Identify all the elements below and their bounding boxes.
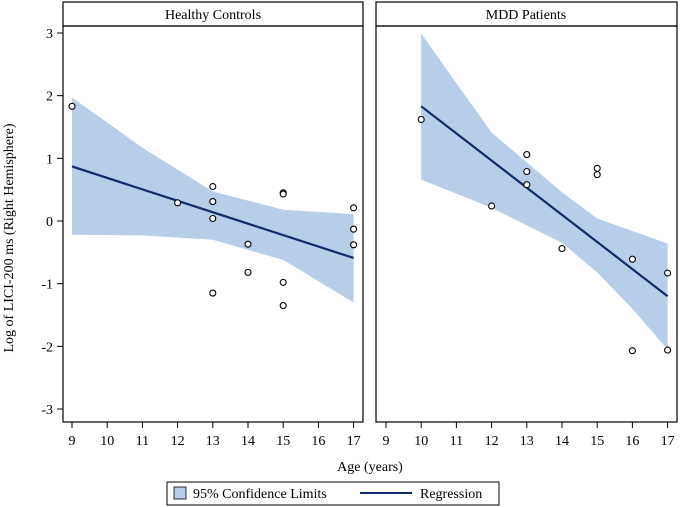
x-tick-label: 17 — [347, 434, 361, 449]
x-tick-label: 14 — [555, 434, 569, 449]
panel-title: MDD Patients — [486, 8, 567, 23]
y-tick-label: 2 — [46, 90, 53, 105]
y-axis-label: Log of LICI-200 ms (Right Hemisphere) — [2, 123, 17, 352]
data-point — [628, 347, 636, 355]
panel-mdd-patients: MDD Patients 9 10 11 12 13 14 15 16 17 — [375, 1, 678, 449]
legend-label-regression: Regression — [420, 487, 482, 502]
data-point — [209, 198, 217, 206]
panel-header — [62, 1, 364, 27]
x-tick-label: 16 — [625, 434, 639, 449]
data-point — [350, 225, 358, 233]
data-point — [523, 181, 531, 189]
data-point — [209, 289, 217, 297]
data-point — [593, 164, 601, 172]
data-point — [523, 167, 531, 176]
x-tick-label: 10 — [414, 434, 428, 449]
data-point — [68, 102, 76, 110]
data-point — [628, 255, 636, 263]
panel-header — [375, 1, 678, 27]
x-tick-label: 13 — [206, 434, 220, 449]
x-tick-label: 15 — [276, 434, 290, 449]
legend-frame — [166, 481, 500, 506]
data-point — [664, 346, 672, 354]
legend-label-confidence: 95% Confidence Limits — [193, 487, 327, 502]
x-tick-label: 9 — [383, 434, 390, 449]
regression-line — [420, 105, 669, 298]
data-point — [209, 182, 217, 191]
data-point — [244, 268, 252, 276]
data-point — [417, 115, 425, 124]
panel-healthy-controls: Healthy Controls 9 10 11 12 13 14 15 16 17 3210-… — [41, 1, 364, 449]
data-point — [350, 204, 358, 212]
y-tick-label: -3 — [41, 403, 53, 418]
x-tick-label: 17 — [661, 434, 675, 449]
panel-title: Healthy Controls — [165, 8, 261, 23]
data-point — [244, 240, 252, 248]
data-point — [279, 302, 287, 310]
x-axis-label: Age (years) — [337, 460, 403, 475]
data-point — [209, 214, 217, 223]
x-tick-label: 16 — [311, 434, 325, 449]
y-tick-label: 0 — [46, 215, 53, 230]
y-tick-label: -1 — [41, 278, 53, 293]
x-tick-label: 14 — [241, 434, 255, 449]
y-tick-label: 1 — [46, 152, 53, 167]
x-tick-label: 9 — [69, 434, 76, 449]
data-point — [593, 171, 601, 179]
data-point — [523, 151, 531, 159]
x-tick-label: 15 — [590, 434, 604, 449]
x-tick-label: 13 — [520, 434, 534, 449]
y-tick-label: -2 — [41, 340, 53, 355]
data-point — [558, 245, 566, 253]
data-point — [279, 278, 287, 286]
legend-swatch-confidence — [173, 486, 187, 500]
confidence-band — [421, 33, 668, 350]
data-point — [488, 202, 496, 210]
x-tick-label: 12 — [485, 434, 499, 449]
x-tick-label: 11 — [136, 434, 149, 449]
y-tick-label: 3 — [46, 27, 53, 42]
data-point — [350, 241, 358, 249]
x-tick-label: 12 — [171, 434, 185, 449]
data-point — [664, 269, 672, 277]
x-tick-label: 11 — [450, 434, 463, 449]
data-point — [174, 199, 182, 207]
legend: 95% Confidence Limits Regression — [166, 481, 500, 506]
regression-line — [71, 165, 354, 260]
x-tick-label: 10 — [100, 434, 114, 449]
data-point — [279, 190, 287, 198]
